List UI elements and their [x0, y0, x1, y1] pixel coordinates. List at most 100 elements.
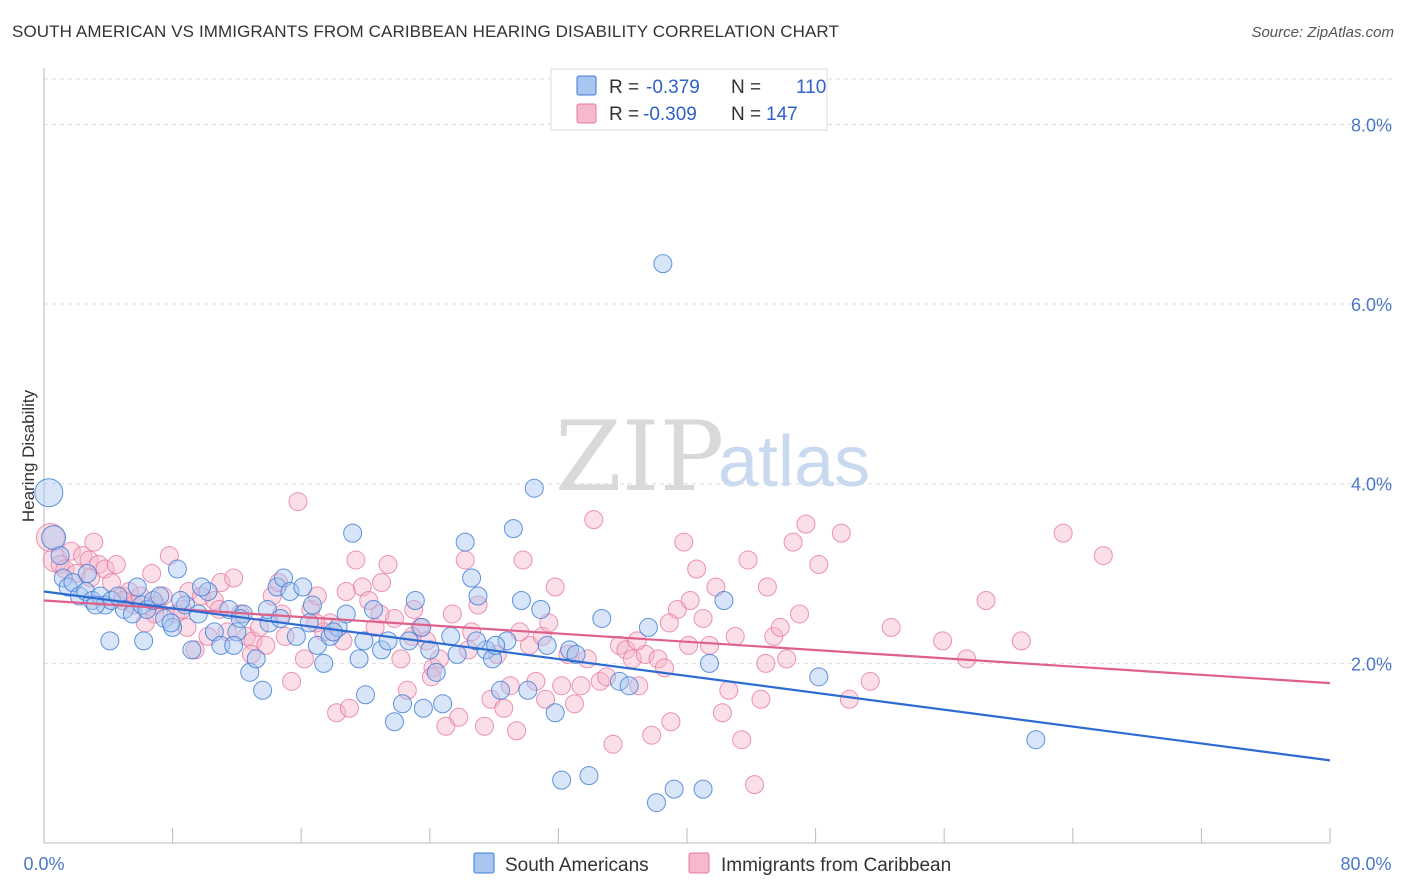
- data-point-south-american: [491, 680, 511, 700]
- data-point-caribbean: [449, 707, 469, 727]
- x-tick-label-min: 0.0%: [23, 854, 64, 874]
- data-point-south-american: [314, 653, 334, 673]
- data-point-south-american: [392, 694, 412, 714]
- data-point-south-american: [552, 770, 572, 790]
- data-point-caribbean: [61, 541, 81, 561]
- y-tick-label: 8.0%: [1351, 115, 1392, 135]
- data-point-caribbean: [545, 577, 565, 597]
- data-point-south-american: [253, 680, 273, 700]
- data-point-caribbean: [629, 676, 649, 696]
- data-point-south-american: [609, 671, 629, 691]
- data-point-caribbean: [693, 608, 713, 628]
- data-point-south-american: [714, 590, 734, 610]
- data-point-caribbean: [796, 514, 816, 534]
- data-point-caribbean: [839, 689, 859, 709]
- data-point-caribbean: [831, 523, 851, 543]
- data-point-caribbean: [881, 617, 901, 637]
- series-south-american-points: [34, 254, 1046, 813]
- data-point-caribbean: [790, 604, 810, 624]
- data-point-south-american: [171, 590, 191, 610]
- data-point-caribbean: [336, 581, 356, 601]
- data-point-caribbean: [770, 617, 790, 637]
- data-point-south-american: [466, 631, 486, 651]
- data-point-south-american: [50, 546, 70, 566]
- data-point-south-american: [420, 640, 440, 660]
- data-point-caribbean: [751, 689, 771, 709]
- data-point-south-american: [426, 662, 446, 682]
- data-point-south-american: [343, 523, 363, 543]
- data-point-caribbean: [327, 703, 347, 723]
- data-point-caribbean: [275, 626, 295, 646]
- legend-r-label-blue: R =: [609, 77, 639, 98]
- data-point-caribbean: [659, 613, 679, 633]
- data-point-south-american: [809, 667, 829, 687]
- legend-n-label-pink: N =: [731, 104, 761, 125]
- trend-line-caribbean: [43, 599, 1331, 685]
- x-ticks: [43, 828, 1331, 843]
- legend-bottom-swatch-blue: [473, 852, 495, 874]
- data-point-south-american: [34, 478, 64, 508]
- data-point-caribbean: [346, 550, 366, 570]
- data-point-caribbean: [679, 635, 699, 655]
- legend-bottom-label-blue: South Americans: [505, 855, 649, 876]
- data-point-south-american: [700, 653, 720, 673]
- data-point-south-american: [447, 644, 467, 664]
- data-point-caribbean: [719, 680, 739, 700]
- trend-lines: [43, 590, 1331, 762]
- data-point-south-american: [405, 590, 425, 610]
- data-point-caribbean: [507, 721, 527, 741]
- data-point-caribbean: [391, 649, 411, 669]
- data-point-caribbean: [249, 617, 269, 637]
- data-point-south-american: [537, 635, 557, 655]
- gridlines: [44, 78, 1392, 664]
- source-credit: Source: ZipAtlas.com: [1251, 24, 1394, 41]
- chart-title: SOUTH AMERICAN VS IMMIGRANTS FROM CARIBB…: [12, 22, 839, 41]
- data-point-caribbean: [359, 590, 379, 610]
- data-point-south-american: [462, 568, 482, 588]
- data-point-caribbean: [642, 725, 662, 745]
- data-point-caribbean: [725, 626, 745, 646]
- data-point-caribbean: [661, 712, 681, 732]
- data-point-south-american: [455, 532, 475, 552]
- data-point-caribbean: [455, 550, 475, 570]
- data-point-south-american: [503, 519, 523, 539]
- data-point-caribbean: [860, 671, 880, 691]
- trend-line-south-american: [43, 590, 1331, 762]
- data-point-south-american: [384, 712, 404, 732]
- data-point-caribbean: [372, 573, 392, 593]
- data-point-south-american: [77, 564, 97, 584]
- data-point-caribbean: [777, 649, 797, 669]
- data-point-caribbean: [294, 649, 314, 669]
- data-point-south-american: [592, 608, 612, 628]
- data-point-south-american: [441, 626, 461, 646]
- legend-bottom-label-pink: Immigrants from Caribbean: [721, 855, 951, 876]
- data-point-caribbean: [282, 671, 302, 691]
- data-point-caribbean: [564, 694, 584, 714]
- data-point-south-american: [336, 604, 356, 624]
- data-point-caribbean: [783, 532, 803, 552]
- data-point-south-american: [653, 254, 673, 274]
- legend-bottom-swatch-pink: [688, 852, 710, 874]
- data-point-caribbean: [378, 555, 398, 575]
- legend-r-value-blue: -0.379: [646, 77, 700, 98]
- data-point-caribbean: [339, 698, 359, 718]
- data-point-south-american: [182, 640, 202, 660]
- data-point-caribbean: [809, 555, 829, 575]
- data-point-south-american: [412, 617, 432, 637]
- data-point-caribbean: [513, 550, 533, 570]
- data-point-caribbean: [745, 775, 765, 795]
- data-point-caribbean: [1093, 546, 1113, 566]
- data-point-caribbean: [627, 631, 647, 651]
- data-point-south-american: [531, 599, 551, 619]
- data-point-south-american: [413, 698, 433, 718]
- legend-r-value-pink: -0.309: [643, 104, 697, 125]
- data-point-caribbean: [307, 586, 327, 606]
- watermark-zip: ZIP: [555, 401, 724, 513]
- data-point-caribbean: [571, 676, 591, 696]
- data-point-south-american: [280, 581, 300, 601]
- data-point-south-american: [664, 779, 684, 799]
- legend-box: [550, 68, 828, 131]
- data-point-caribbean: [106, 555, 126, 575]
- data-point-south-american: [188, 604, 208, 624]
